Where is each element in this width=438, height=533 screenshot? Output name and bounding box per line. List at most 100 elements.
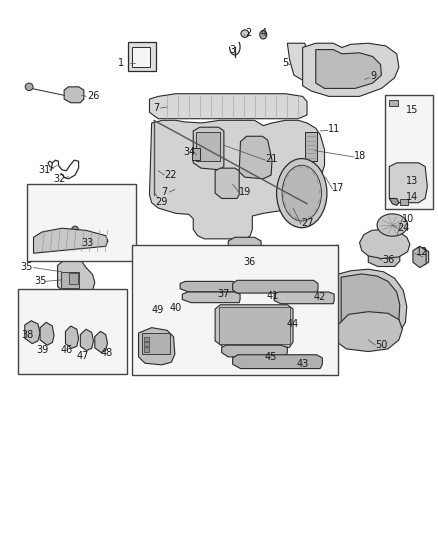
- Text: 19: 19: [238, 187, 251, 197]
- Ellipse shape: [276, 159, 326, 228]
- Text: 17: 17: [332, 183, 344, 193]
- Polygon shape: [336, 312, 402, 352]
- Ellipse shape: [240, 30, 248, 37]
- Text: 7: 7: [152, 103, 159, 113]
- Polygon shape: [315, 50, 381, 88]
- Polygon shape: [193, 127, 223, 169]
- Polygon shape: [228, 237, 261, 262]
- Text: 5: 5: [281, 59, 288, 68]
- Polygon shape: [389, 198, 398, 205]
- Text: 42: 42: [313, 292, 325, 302]
- Text: 46: 46: [60, 345, 72, 356]
- Text: 35: 35: [34, 276, 46, 286]
- Bar: [399, 199, 407, 205]
- Polygon shape: [182, 292, 240, 303]
- Polygon shape: [336, 269, 406, 344]
- Text: 47: 47: [77, 351, 89, 361]
- Polygon shape: [25, 321, 40, 344]
- Polygon shape: [417, 248, 427, 265]
- Polygon shape: [412, 246, 425, 268]
- Bar: [18, 289, 127, 374]
- Polygon shape: [80, 329, 93, 351]
- Text: 40: 40: [169, 303, 181, 313]
- Text: 33: 33: [81, 238, 93, 247]
- Polygon shape: [33, 228, 108, 253]
- Bar: [384, 95, 432, 209]
- Ellipse shape: [25, 83, 33, 91]
- Polygon shape: [287, 43, 350, 82]
- Text: 36: 36: [381, 255, 393, 265]
- Bar: [218, 308, 289, 344]
- Text: 4: 4: [260, 28, 266, 38]
- Bar: [132, 47, 150, 67]
- Text: 29: 29: [155, 197, 168, 207]
- Text: 31: 31: [38, 165, 50, 175]
- Text: 37: 37: [216, 289, 229, 299]
- Polygon shape: [95, 332, 107, 353]
- Text: 49: 49: [151, 305, 163, 315]
- Text: 48: 48: [100, 348, 113, 358]
- Polygon shape: [359, 229, 409, 259]
- Text: 38: 38: [21, 329, 33, 340]
- Text: 26: 26: [87, 91, 99, 101]
- Polygon shape: [215, 168, 239, 198]
- Polygon shape: [274, 292, 333, 304]
- Polygon shape: [57, 259, 95, 294]
- Bar: [389, 100, 397, 106]
- Text: 39: 39: [36, 345, 48, 356]
- Bar: [144, 342, 148, 346]
- Bar: [192, 149, 200, 160]
- Text: 14: 14: [405, 192, 417, 203]
- Text: 24: 24: [396, 223, 409, 233]
- Text: 18: 18: [353, 151, 366, 161]
- Text: 3: 3: [229, 45, 235, 54]
- Text: 45: 45: [265, 352, 277, 362]
- Polygon shape: [40, 322, 54, 345]
- Text: 1: 1: [118, 58, 124, 68]
- Polygon shape: [232, 280, 317, 293]
- Text: 7: 7: [161, 187, 168, 197]
- Polygon shape: [221, 345, 287, 357]
- Text: 36: 36: [243, 257, 255, 267]
- Polygon shape: [302, 43, 398, 96]
- Ellipse shape: [376, 214, 407, 236]
- Polygon shape: [180, 281, 237, 292]
- Polygon shape: [149, 94, 306, 119]
- Bar: [68, 273, 78, 284]
- Polygon shape: [239, 136, 272, 179]
- Bar: [61, 272, 78, 288]
- Text: 9: 9: [370, 71, 376, 81]
- Polygon shape: [367, 237, 399, 266]
- Text: 43: 43: [296, 359, 308, 369]
- Text: 44: 44: [286, 319, 298, 329]
- Ellipse shape: [72, 226, 78, 232]
- Bar: [144, 348, 148, 352]
- Ellipse shape: [259, 30, 266, 39]
- Polygon shape: [149, 120, 324, 239]
- Bar: [127, 42, 155, 71]
- Text: 13: 13: [405, 176, 417, 187]
- Text: 2: 2: [244, 28, 251, 38]
- Text: 22: 22: [164, 170, 177, 180]
- Polygon shape: [215, 305, 292, 348]
- Bar: [304, 132, 316, 161]
- Bar: [27, 184, 136, 261]
- Polygon shape: [389, 163, 426, 203]
- Bar: [132, 245, 337, 375]
- Text: 41: 41: [266, 290, 279, 301]
- Text: 35: 35: [21, 262, 33, 271]
- Polygon shape: [138, 328, 174, 365]
- Text: 15: 15: [405, 104, 417, 115]
- Text: 34: 34: [183, 147, 195, 157]
- Bar: [144, 337, 148, 341]
- Text: 21: 21: [265, 154, 277, 164]
- Text: 32: 32: [53, 174, 66, 184]
- Bar: [196, 132, 220, 161]
- Text: 27: 27: [300, 218, 313, 228]
- Text: 50: 50: [374, 340, 387, 350]
- Text: 10: 10: [402, 214, 414, 224]
- Text: 12: 12: [414, 247, 427, 256]
- Polygon shape: [340, 274, 399, 338]
- Polygon shape: [65, 326, 78, 349]
- Ellipse shape: [282, 165, 321, 221]
